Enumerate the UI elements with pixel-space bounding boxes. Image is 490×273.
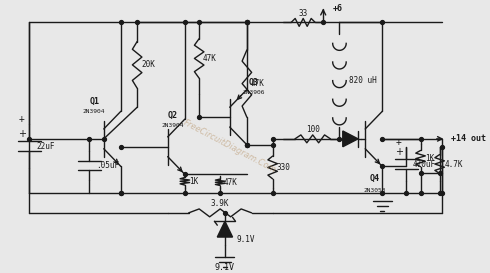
Polygon shape [217,221,233,237]
Polygon shape [343,131,358,147]
Text: 1K: 1K [425,154,435,163]
Text: +: + [395,137,401,147]
Text: 470uF: 470uF [413,159,436,168]
Text: 9.1V: 9.1V [215,263,235,272]
Text: Q3: Q3 [248,78,259,87]
Text: +: + [18,129,25,140]
Text: 100: 100 [306,126,319,135]
Text: +: + [394,147,403,157]
Text: 2N3904: 2N3904 [83,109,105,114]
Text: 47K: 47K [203,54,217,63]
Text: 22uF: 22uF [36,142,54,151]
Text: +6: +6 [333,4,343,13]
Text: FreeCircuitDiagram.Com: FreeCircuitDiagram.Com [182,118,278,175]
Text: 1K: 1K [189,177,198,186]
Text: 330: 330 [276,163,291,172]
Text: +: + [19,114,25,124]
Text: 2N3904: 2N3904 [161,123,184,127]
Text: 33: 33 [298,9,308,18]
Text: 47K: 47K [224,178,238,187]
Text: 20K: 20K [141,60,155,69]
Text: 9.1V: 9.1V [236,235,255,244]
Text: 2N3053: 2N3053 [364,188,386,193]
Text: 4.7K: 4.7K [444,159,463,168]
Text: 47K: 47K [251,79,265,88]
Text: Q1: Q1 [89,97,99,106]
Text: .05uF: .05uF [96,161,119,170]
Text: Q4: Q4 [370,174,380,183]
Text: 3.9K: 3.9K [211,200,229,209]
Text: Q2: Q2 [168,111,177,120]
Text: 820 uH: 820 uH [349,76,377,85]
Text: 2N3906: 2N3906 [243,90,265,95]
Text: +14 out: +14 out [451,134,486,143]
